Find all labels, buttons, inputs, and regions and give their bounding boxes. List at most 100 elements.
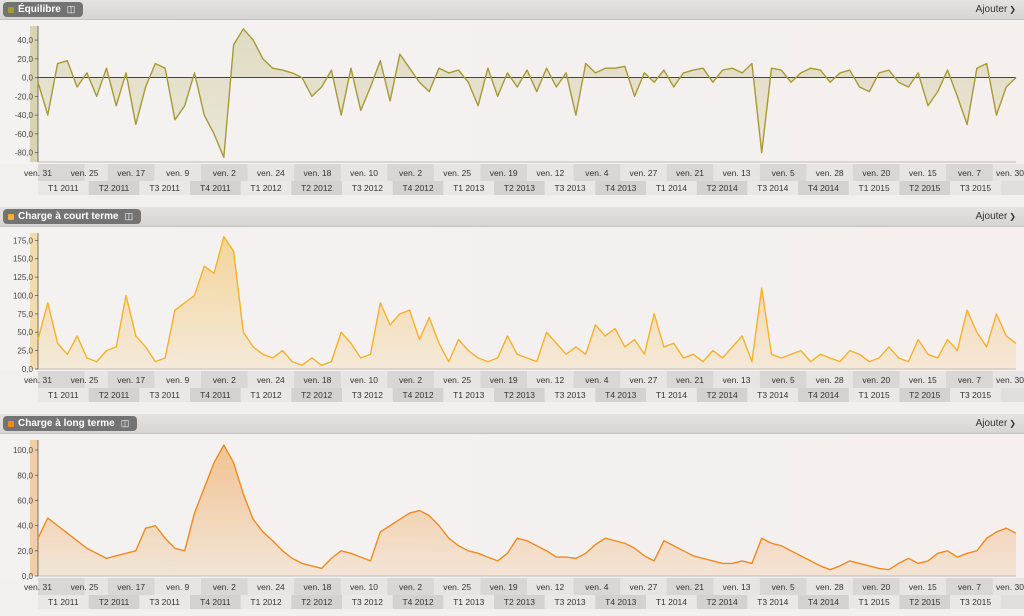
series-area <box>38 236 1016 369</box>
series-line[interactable] <box>37 235 1017 367</box>
quarter-cell <box>747 595 799 609</box>
note-icon[interactable]: ◫ <box>124 211 134 221</box>
quarter-cell <box>443 181 495 195</box>
add-button[interactable]: Ajouter ❯ <box>976 416 1016 431</box>
quarter-label: T3 2015 <box>960 390 991 400</box>
quarter-cell <box>494 181 545 195</box>
month-label: ven. 9 <box>166 168 189 178</box>
quarter-cell <box>392 595 444 609</box>
quarter-cell <box>88 595 140 609</box>
month-cell <box>294 578 341 595</box>
quarter-label: T1 2011 <box>48 390 79 400</box>
month-label: ven. 17 <box>117 168 145 178</box>
quarter-label: T4 2013 <box>605 597 636 607</box>
panel-title-pill[interactable]: Charge à long terme ◫ <box>3 416 138 431</box>
month-cell <box>480 578 527 595</box>
quarter-label: T2 2011 <box>99 597 130 607</box>
quarter-label: T1 2013 <box>453 183 484 193</box>
panel-title-pill[interactable]: Charge à court terme ◫ <box>3 209 142 224</box>
quarter-cell <box>646 595 697 609</box>
note-icon[interactable]: ◫ <box>66 4 76 14</box>
month-cell <box>480 371 527 388</box>
quarter-cell <box>392 388 444 402</box>
month-cell <box>201 164 248 181</box>
series-line[interactable] <box>37 444 1017 571</box>
series-color-dot <box>8 6 14 13</box>
quarter-cell <box>139 595 191 609</box>
quarter-cell <box>646 388 697 402</box>
month-label: ven. 2 <box>399 168 422 178</box>
quarter-cell <box>139 388 191 402</box>
month-label: ven. 5 <box>772 168 795 178</box>
month-label: ven. 9 <box>166 375 189 385</box>
quarter-cell <box>88 388 140 402</box>
y-tick-label: 0,0 <box>22 572 34 581</box>
quarter-label: T2 2014 <box>706 597 737 607</box>
quarter-label: T2 2012 <box>301 390 332 400</box>
quarter-label: T3 2015 <box>960 597 991 607</box>
note-icon[interactable]: ◫ <box>120 418 130 428</box>
month-label: ven. 18 <box>303 168 331 178</box>
month-label: ven. 17 <box>117 582 145 592</box>
quarter-cell <box>190 595 241 609</box>
quarter-cell <box>240 595 292 609</box>
quarter-cell <box>848 595 900 609</box>
month-cell <box>107 371 155 388</box>
chevron-down-icon: ❯ <box>1009 212 1016 221</box>
y-tick-label: 0,0 <box>22 365 34 374</box>
month-label: ven. 20 <box>862 582 890 592</box>
y-tick-label: 175,0 <box>13 236 34 245</box>
panel-title-pill[interactable]: Équilibre ◫ <box>3 2 84 17</box>
y-tick-label: 60,0 <box>17 496 33 505</box>
month-label: ven. 10 <box>350 168 378 178</box>
y-tick-label: 20,0 <box>17 547 33 556</box>
month-label: ven. 4 <box>585 168 608 178</box>
month-label: ven. 30 <box>996 582 1024 592</box>
month-label: ven. 24 <box>257 168 285 178</box>
quarter-label: T4 2013 <box>605 390 636 400</box>
add-button[interactable]: Ajouter ❯ <box>976 209 1016 224</box>
quarter-cell <box>798 595 849 609</box>
quarter-cell <box>494 595 545 609</box>
month-label: ven. 12 <box>536 168 564 178</box>
chevron-down-icon: ❯ <box>1009 5 1016 14</box>
month-cell <box>480 164 527 181</box>
month-label: ven. 15 <box>909 375 937 385</box>
month-label: ven. 13 <box>723 582 751 592</box>
quarter-label: T3 2011 <box>149 183 180 193</box>
month-cell <box>666 164 714 181</box>
month-label: ven. 18 <box>303 375 331 385</box>
add-button[interactable]: Ajouter ❯ <box>976 2 1016 17</box>
quarter-cell <box>38 595 89 609</box>
quarter-label: T1 2012 <box>250 597 281 607</box>
series-line[interactable] <box>37 28 1017 159</box>
month-cell <box>38 578 85 595</box>
month-cell <box>107 578 155 595</box>
y-tick-label: 20,0 <box>17 55 33 64</box>
quarter-cell <box>342 388 393 402</box>
quarter-cell <box>950 388 1001 402</box>
quarter-label: T3 2011 <box>149 390 180 400</box>
quarter-label: T2 2015 <box>909 183 940 193</box>
month-label: ven. 2 <box>399 375 422 385</box>
panel-header: Charge à long terme ◫ Ajouter ❯ <box>0 414 1024 434</box>
month-label: ven. 28 <box>816 375 844 385</box>
month-cell <box>201 578 248 595</box>
quarter-label: T2 2015 <box>909 597 940 607</box>
y-tick-label: -80,0 <box>15 149 34 158</box>
quarter-label: T1 2012 <box>250 390 281 400</box>
month-cell <box>946 578 993 595</box>
month-label: ven. 27 <box>629 375 657 385</box>
month-label: ven. 31 <box>24 375 52 385</box>
y-tick-label: 100,0 <box>13 446 34 455</box>
quarter-label: T4 2012 <box>402 390 433 400</box>
quarter-cell <box>443 388 495 402</box>
quarter-cell <box>240 388 292 402</box>
quarter-cell <box>392 181 444 195</box>
month-cell <box>107 164 155 181</box>
quarter-cell <box>950 181 1001 195</box>
month-label: ven. 12 <box>536 375 564 385</box>
month-cell <box>759 578 807 595</box>
month-label: ven. 2 <box>213 168 236 178</box>
